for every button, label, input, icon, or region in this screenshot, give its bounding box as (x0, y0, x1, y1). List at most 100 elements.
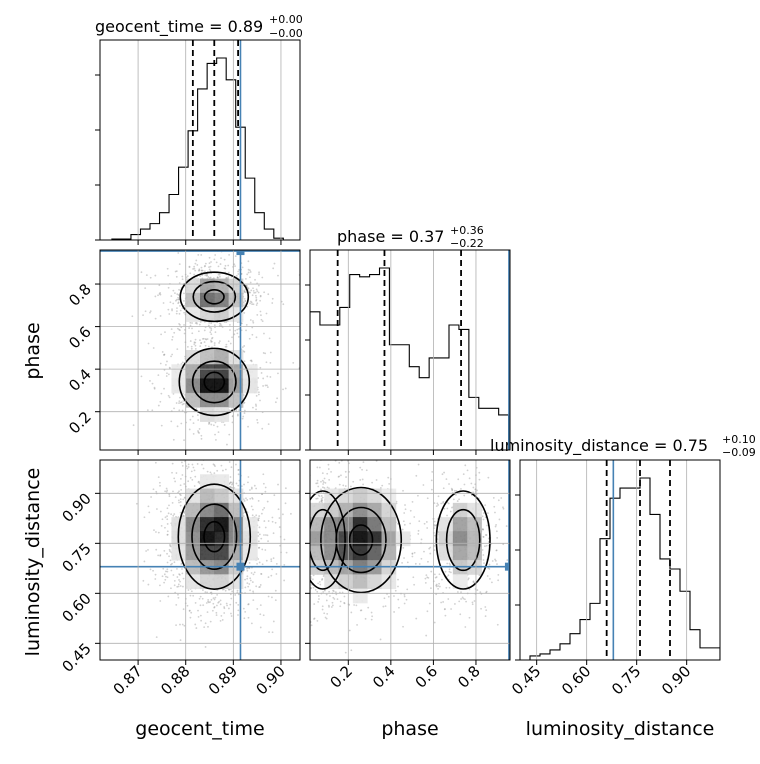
sample-point (288, 556, 290, 558)
sample-point (155, 531, 157, 533)
sample-point (157, 374, 160, 377)
sample-point (180, 563, 183, 565)
sample-point (481, 515, 484, 518)
sample-point (287, 557, 289, 559)
sample-point (205, 602, 208, 604)
sample-point (171, 338, 174, 341)
sample-point (234, 451, 236, 453)
sample-point (444, 570, 447, 573)
sample-point (166, 561, 169, 564)
sample-point (169, 559, 172, 562)
sample-point (247, 481, 249, 484)
sample-point (478, 471, 481, 474)
sample-point (210, 598, 213, 601)
sample-point (270, 560, 273, 563)
sample-point (355, 604, 358, 607)
sample-point (155, 490, 158, 493)
sample-point (165, 375, 168, 377)
scatter-geocent_time-vs-phase-contours (178, 271, 251, 417)
sample-point (262, 352, 265, 354)
sample-point (481, 549, 484, 551)
hist-phase-frame (309, 249, 511, 451)
sample-point (164, 516, 167, 519)
sample-point (216, 457, 218, 459)
sample-point (343, 602, 346, 605)
sample-point (203, 265, 206, 268)
sample-point (231, 483, 233, 486)
density-cell (214, 502, 230, 518)
sample-point (516, 554, 518, 556)
sample-point (186, 467, 189, 470)
sample-point (171, 462, 174, 465)
sample-point (306, 520, 308, 522)
sample-point (481, 528, 484, 531)
sample-point (370, 618, 373, 621)
sample-point (258, 273, 260, 276)
sample-point (225, 448, 227, 450)
sample-point (310, 587, 313, 590)
sample-point (257, 391, 260, 394)
sample-point (326, 472, 329, 475)
sample-point (285, 559, 287, 561)
sample-point (154, 317, 157, 320)
sample-point (219, 263, 222, 265)
sample-point (472, 486, 475, 489)
sample-point (247, 616, 250, 619)
sample-point (293, 523, 295, 525)
sample-point (251, 496, 253, 499)
sample-point (264, 534, 267, 536)
density-cell (452, 517, 468, 532)
sample-point (224, 267, 227, 270)
sample-point (485, 544, 488, 547)
sample-point (302, 560, 304, 562)
sample-point (438, 582, 440, 585)
sample-point (484, 545, 486, 548)
sample-point (487, 567, 490, 570)
sample-point (444, 614, 447, 617)
sample-point (442, 487, 445, 490)
sample-point (221, 426, 223, 428)
sample-point (402, 546, 405, 549)
sample-point (303, 545, 305, 547)
sample-point (435, 505, 438, 508)
sample-point (162, 302, 165, 304)
sample-point (220, 614, 223, 617)
sample-point (234, 329, 237, 332)
sample-point (152, 488, 155, 491)
sample-point (257, 291, 260, 294)
sample-point (513, 540, 515, 542)
sample-point (313, 603, 316, 605)
sample-point (172, 514, 175, 517)
sample-point (323, 612, 326, 615)
sample-point (234, 255, 237, 258)
sample-point (411, 555, 414, 558)
sample-point (175, 472, 178, 474)
sample-point (244, 277, 247, 280)
sample-point (167, 394, 170, 397)
sample-point (188, 266, 191, 268)
sample-point (420, 557, 423, 560)
sample-point (197, 431, 200, 434)
sample-point (314, 588, 317, 591)
sample-point (193, 267, 196, 270)
sample-point (234, 594, 237, 596)
sample-point (176, 576, 179, 578)
sample-point (219, 619, 222, 622)
sample-point (166, 267, 169, 270)
sample-point (181, 361, 184, 364)
sample-point (218, 342, 220, 344)
sample-point (275, 573, 278, 575)
sample-point (402, 520, 405, 523)
sample-point (433, 573, 436, 576)
sample-point (178, 573, 181, 575)
sample-point (197, 481, 200, 484)
sample-point (257, 377, 260, 379)
sample-point (321, 605, 324, 608)
sample-point (172, 490, 174, 493)
sample-point (266, 534, 269, 537)
sample-point (231, 336, 233, 339)
sample-point (445, 478, 448, 480)
contour-line (320, 486, 403, 594)
sample-point (403, 595, 406, 598)
sample-point (211, 337, 213, 340)
